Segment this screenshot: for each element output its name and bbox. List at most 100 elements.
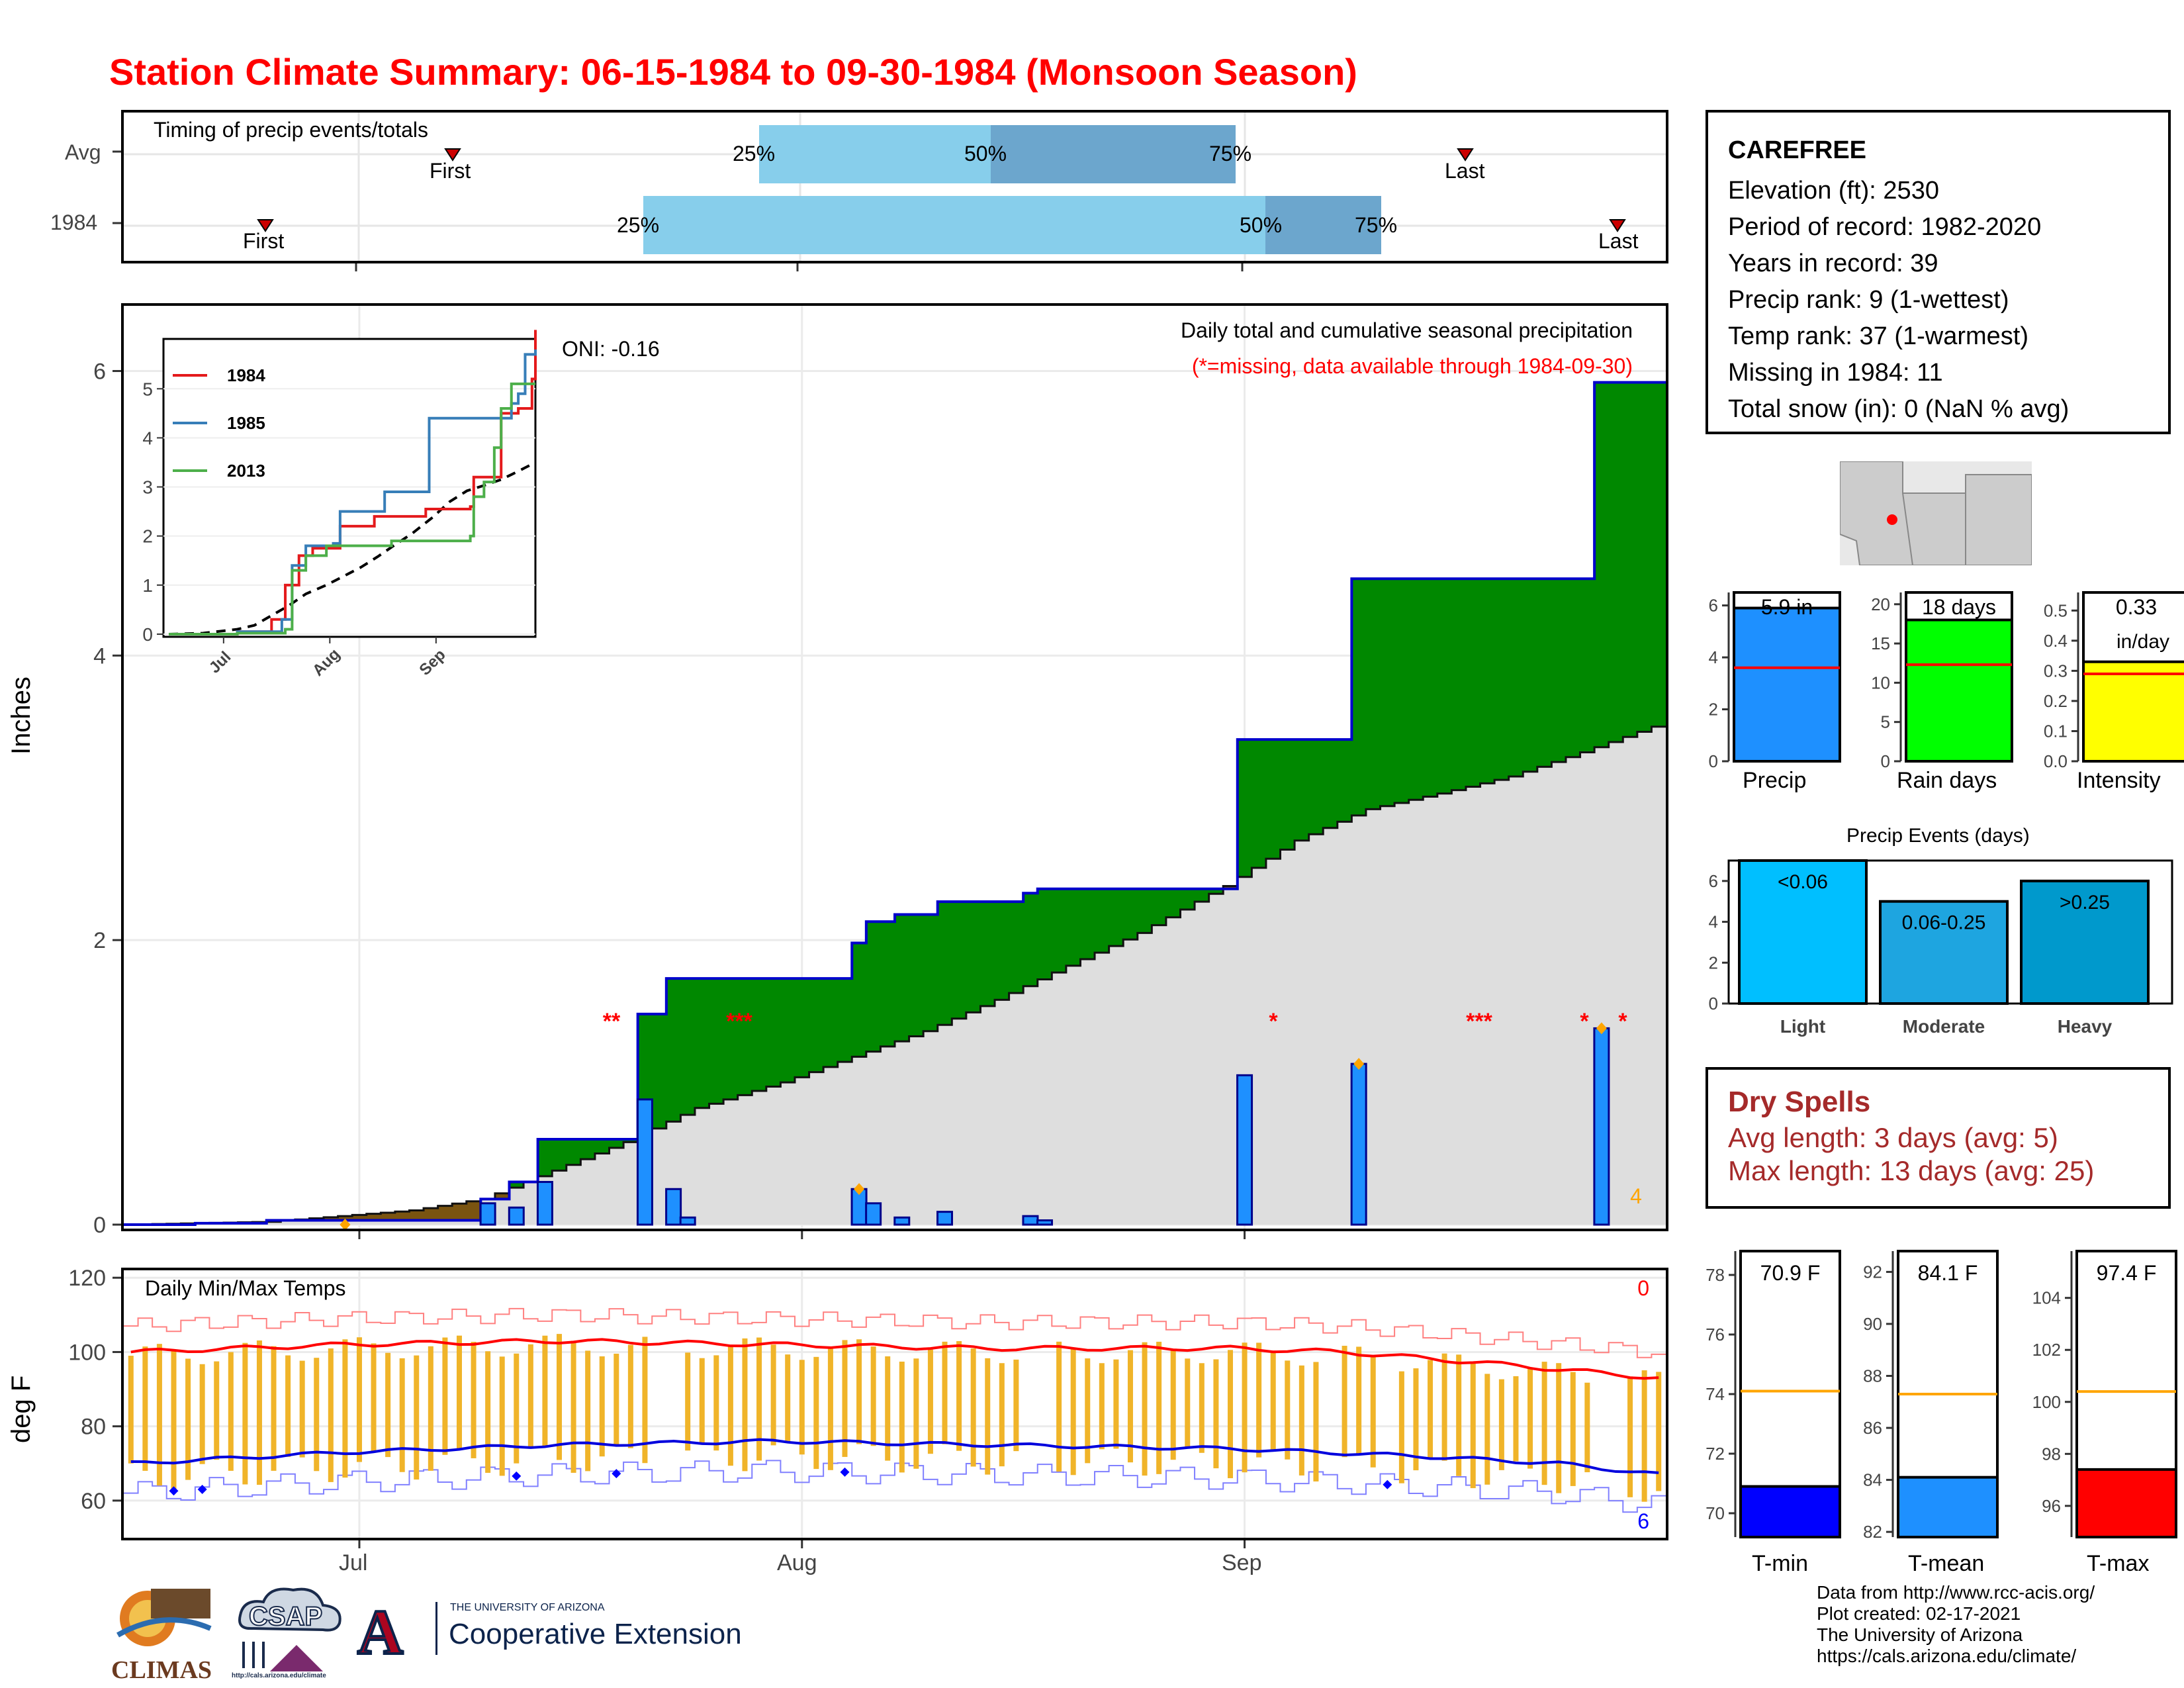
daily-temp-bar	[770, 1344, 776, 1446]
daily-temp-bar	[414, 1355, 420, 1480]
y1984-25-50-bar	[643, 196, 1265, 254]
summary-ytick: 6	[1709, 596, 1718, 616]
y1984-last-label: Last	[1598, 229, 1639, 253]
daily-temp-bar	[614, 1353, 619, 1445]
surplus-area	[1394, 579, 1410, 803]
missing-mark: *	[1618, 1009, 1627, 1034]
tmean-value-label: 84.1 F	[1918, 1261, 1978, 1285]
event-category-label: Heavy	[2058, 1016, 2113, 1037]
climas-text: CLIMAS	[111, 1656, 212, 1684]
surplus-area	[1165, 888, 1181, 917]
avg-50-75-bar	[991, 125, 1236, 183]
surplus-area	[1280, 739, 1295, 850]
surplus-area	[852, 943, 867, 1057]
tmin-value-bar	[1739, 1485, 1841, 1538]
daily-temp-bar	[1013, 1359, 1019, 1452]
tmean-value-bar	[1897, 1476, 1999, 1538]
inset-chart: 0 1 2 3 4 5 Jul Aug Sep 1984 1985 2013	[142, 330, 537, 680]
deficit-area	[452, 1203, 467, 1221]
dry-spells-avg: Avg length: 3 days (avg: 5)	[1728, 1122, 2058, 1153]
temp-summary-ytick: 90	[1863, 1314, 1882, 1334]
tmin-label: T-min	[1752, 1551, 1808, 1576]
surplus-area	[1451, 579, 1467, 790]
surplus-area	[537, 1139, 553, 1176]
avg-min-line	[130, 1438, 1659, 1474]
surplus-area	[1023, 893, 1038, 986]
daily-temp-bar	[899, 1361, 905, 1473]
avg-last-label: Last	[1445, 159, 1485, 183]
daily-precip-bar	[679, 1216, 696, 1226]
inset-avg-line	[168, 461, 536, 635]
daily-temp-bar	[985, 1358, 991, 1475]
temp-bottom-count: 6	[1637, 1509, 1649, 1533]
event-range-label: >0.25	[2060, 892, 2110, 914]
surplus-area	[995, 902, 1010, 1000]
surplus-area	[652, 1013, 667, 1129]
surplus-area	[1651, 382, 1666, 727]
surplus-area	[1580, 579, 1595, 753]
station-temp-rank: Temp rank: 37 (1-warmest)	[1728, 322, 2029, 350]
missing-mark: *	[1269, 1009, 1278, 1034]
csap-logo: CSAP http://cals.arizona.edu/climate	[230, 1582, 349, 1681]
observed-cumulative-line	[124, 381, 1666, 1226]
event-bar-moderate	[1879, 900, 2009, 1006]
surplus-area	[752, 978, 767, 1091]
station-period: Period of record: 1982-2020	[1728, 213, 2042, 241]
record-low-line	[124, 1460, 1666, 1513]
daily-temp-bar	[542, 1335, 548, 1448]
daily-temp-bar	[799, 1360, 805, 1455]
summary-ytick: 0.1	[2044, 721, 2068, 741]
surplus-area	[1195, 888, 1210, 902]
surplus-area	[1066, 888, 1081, 966]
daily-temp-bar	[699, 1358, 705, 1442]
daily-temp-bar	[1070, 1348, 1076, 1476]
temp-ytick: 100	[68, 1340, 106, 1365]
tmax-label: T-max	[2087, 1551, 2150, 1576]
summary-bars: 0 2 4 6 5.9 in 0 5 10 15 20 18 days 0.0 0.1 0.2 0.3 0.4…	[1709, 591, 2184, 771]
temp-chart: Daily Min/Max Temps 0 6	[124, 1270, 1666, 1538]
events-chart: 0 2 4 6 <0.06 Light 0.06-0.25 Moderate >0.25 Heav…	[1709, 859, 2173, 1037]
summary-ytick: 2	[1709, 700, 1718, 720]
timing-row-1984: 1984	[50, 211, 98, 234]
ua-logo: A THE UNIVERSITY OF ARIZONA Cooperative …	[356, 1595, 754, 1669]
station-location-icon	[1887, 514, 1897, 525]
event-range-label: 0.06-0.25	[1902, 912, 1986, 934]
daily-temp-bar	[185, 1358, 191, 1480]
inset-ytick: 4	[142, 428, 153, 448]
deficit-area	[1223, 886, 1238, 889]
daily-temp-bar	[942, 1341, 948, 1444]
dry-spells-panel: Dry Spells Avg length: 3 days (avg: 5) M…	[1706, 1067, 2171, 1209]
summary-ytick: 5	[1881, 712, 1890, 732]
inset-ytick: 3	[142, 477, 153, 498]
daily-temp-bar	[742, 1338, 748, 1472]
daily-temp-bar	[156, 1344, 162, 1486]
surplus-area	[1037, 888, 1052, 980]
surplus-area	[1095, 888, 1110, 953]
precip-panel: ** *** * *** * * ONI: -0.16 Daily total and cum…	[121, 303, 1668, 1231]
month-jul: Jul	[339, 1550, 368, 1575]
csap-icon	[238, 1587, 341, 1671]
avg-p50-label: 50%	[964, 142, 1007, 165]
daily-temp-bar	[371, 1343, 377, 1452]
surplus-area	[1295, 739, 1310, 841]
event-bar-heavy	[2020, 879, 2150, 1005]
daily-temp-bar	[399, 1358, 405, 1472]
event-category-label: Moderate	[1903, 1016, 1985, 1037]
daily-temp-bar	[128, 1356, 134, 1464]
surplus-area	[1537, 579, 1552, 767]
precip-ylabel: Inches	[7, 677, 36, 755]
temp-top-count: 0	[1637, 1276, 1649, 1300]
daily-temp-bar	[999, 1363, 1005, 1467]
daily-temp-bar	[1256, 1342, 1262, 1458]
surplus-area	[1637, 382, 1652, 732]
daily-temp-bar	[1099, 1363, 1105, 1450]
daily-temp-bar	[813, 1356, 819, 1470]
daily-temp-bar	[1227, 1350, 1233, 1479]
deficit-area	[338, 1216, 353, 1221]
daily-temp-bar	[1413, 1368, 1419, 1471]
daily-precip-bar	[936, 1211, 954, 1226]
temp-ylabel: deg F	[7, 1375, 36, 1443]
daily-temp-bar	[499, 1356, 505, 1476]
daily-temp-bar	[256, 1340, 262, 1485]
